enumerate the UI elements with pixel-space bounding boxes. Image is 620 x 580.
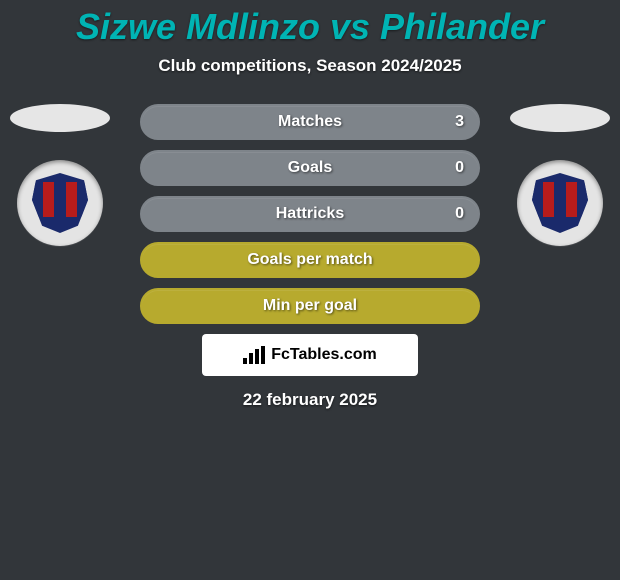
club-shield-left — [32, 173, 88, 233]
stat-value: 0 — [455, 159, 464, 177]
shield-stripes-right — [532, 182, 588, 217]
club-logo-left — [17, 160, 103, 246]
club-shield-right — [532, 173, 588, 233]
player-left-column — [10, 104, 110, 246]
club-logo-right — [517, 160, 603, 246]
player-avatar-right — [510, 104, 610, 132]
page-title: Sizwe Mdlinzo vs Philander — [0, 0, 620, 48]
stat-label: Goals — [288, 159, 332, 177]
stat-bar-goals-per-match: Goals per match — [140, 242, 480, 278]
page-subtitle: Club competitions, Season 2024/2025 — [0, 56, 620, 76]
branding-bars-icon — [243, 346, 265, 364]
branding-text: FcTables.com — [271, 346, 377, 364]
branding-badge: FcTables.com — [202, 334, 418, 376]
stat-value: 0 — [455, 205, 464, 223]
stat-bars: Matches 3 Goals 0 Hattricks 0 Goals per … — [140, 104, 480, 324]
comparison-stage: Matches 3 Goals 0 Hattricks 0 Goals per … — [0, 104, 620, 410]
stat-bar-goals: Goals 0 — [140, 150, 480, 186]
stat-label: Hattricks — [276, 205, 344, 223]
stat-bar-min-per-goal: Min per goal — [140, 288, 480, 324]
stat-bar-matches: Matches 3 — [140, 104, 480, 140]
page-date: 22 february 2025 — [0, 390, 620, 410]
stat-label: Min per goal — [263, 297, 357, 315]
shield-stripes-left — [32, 182, 88, 217]
stat-bar-hattricks: Hattricks 0 — [140, 196, 480, 232]
player-right-column — [510, 104, 610, 246]
stat-label: Matches — [278, 113, 342, 131]
player-avatar-left — [10, 104, 110, 132]
stat-label: Goals per match — [247, 251, 372, 269]
stat-value: 3 — [455, 113, 464, 131]
